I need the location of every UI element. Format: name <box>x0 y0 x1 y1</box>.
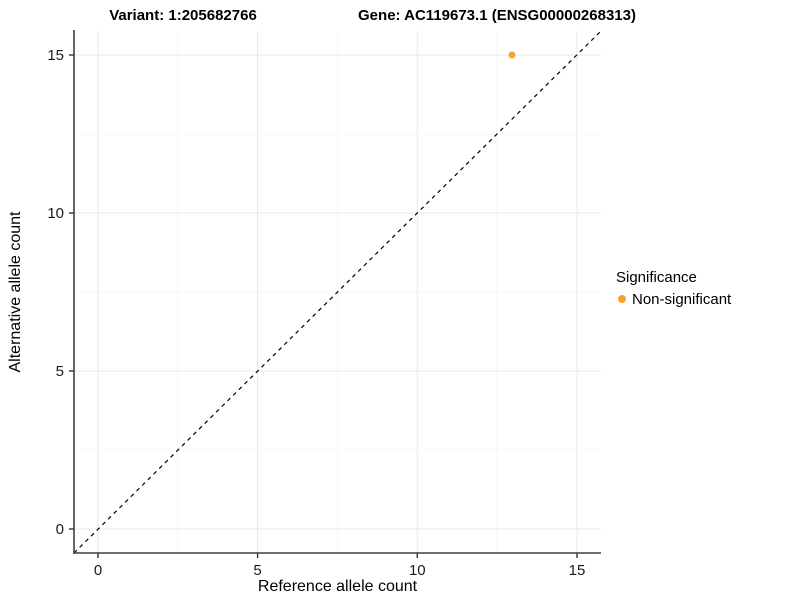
y-tick-label: 15 <box>47 47 64 64</box>
y-tick-label: 10 <box>47 205 64 222</box>
grid-major <box>74 31 601 553</box>
legend-title: Significance <box>616 269 697 286</box>
x-tick-label: 5 <box>253 562 261 579</box>
axis-lines <box>73 30 601 554</box>
x-tick-label: 10 <box>409 562 426 579</box>
x-axis-title: Reference allele count <box>258 578 418 595</box>
y-tick-label: 0 <box>56 521 64 538</box>
gene-title: Gene: AC119673.1 (ENSG00000268313) <box>358 7 636 24</box>
identity-reference-line <box>73 30 602 554</box>
legend-item-label: Non-significant <box>632 291 732 308</box>
x-tick-label: 0 <box>94 562 102 579</box>
tick-marks <box>69 54 578 558</box>
y-tick-labels: 0 5 10 15 <box>47 47 64 538</box>
variant-title: Variant: 1:205682766 <box>109 7 257 24</box>
x-tick-label: 15 <box>569 562 586 579</box>
x-tick-labels: 0 5 10 15 <box>94 562 586 579</box>
legend-key-non-significant <box>618 295 626 303</box>
data-point-non-significant <box>508 51 516 59</box>
y-axis-title: Alternative allele count <box>7 211 24 373</box>
legend: Significance Non-significant <box>616 269 732 308</box>
y-tick-label: 5 <box>56 363 64 380</box>
